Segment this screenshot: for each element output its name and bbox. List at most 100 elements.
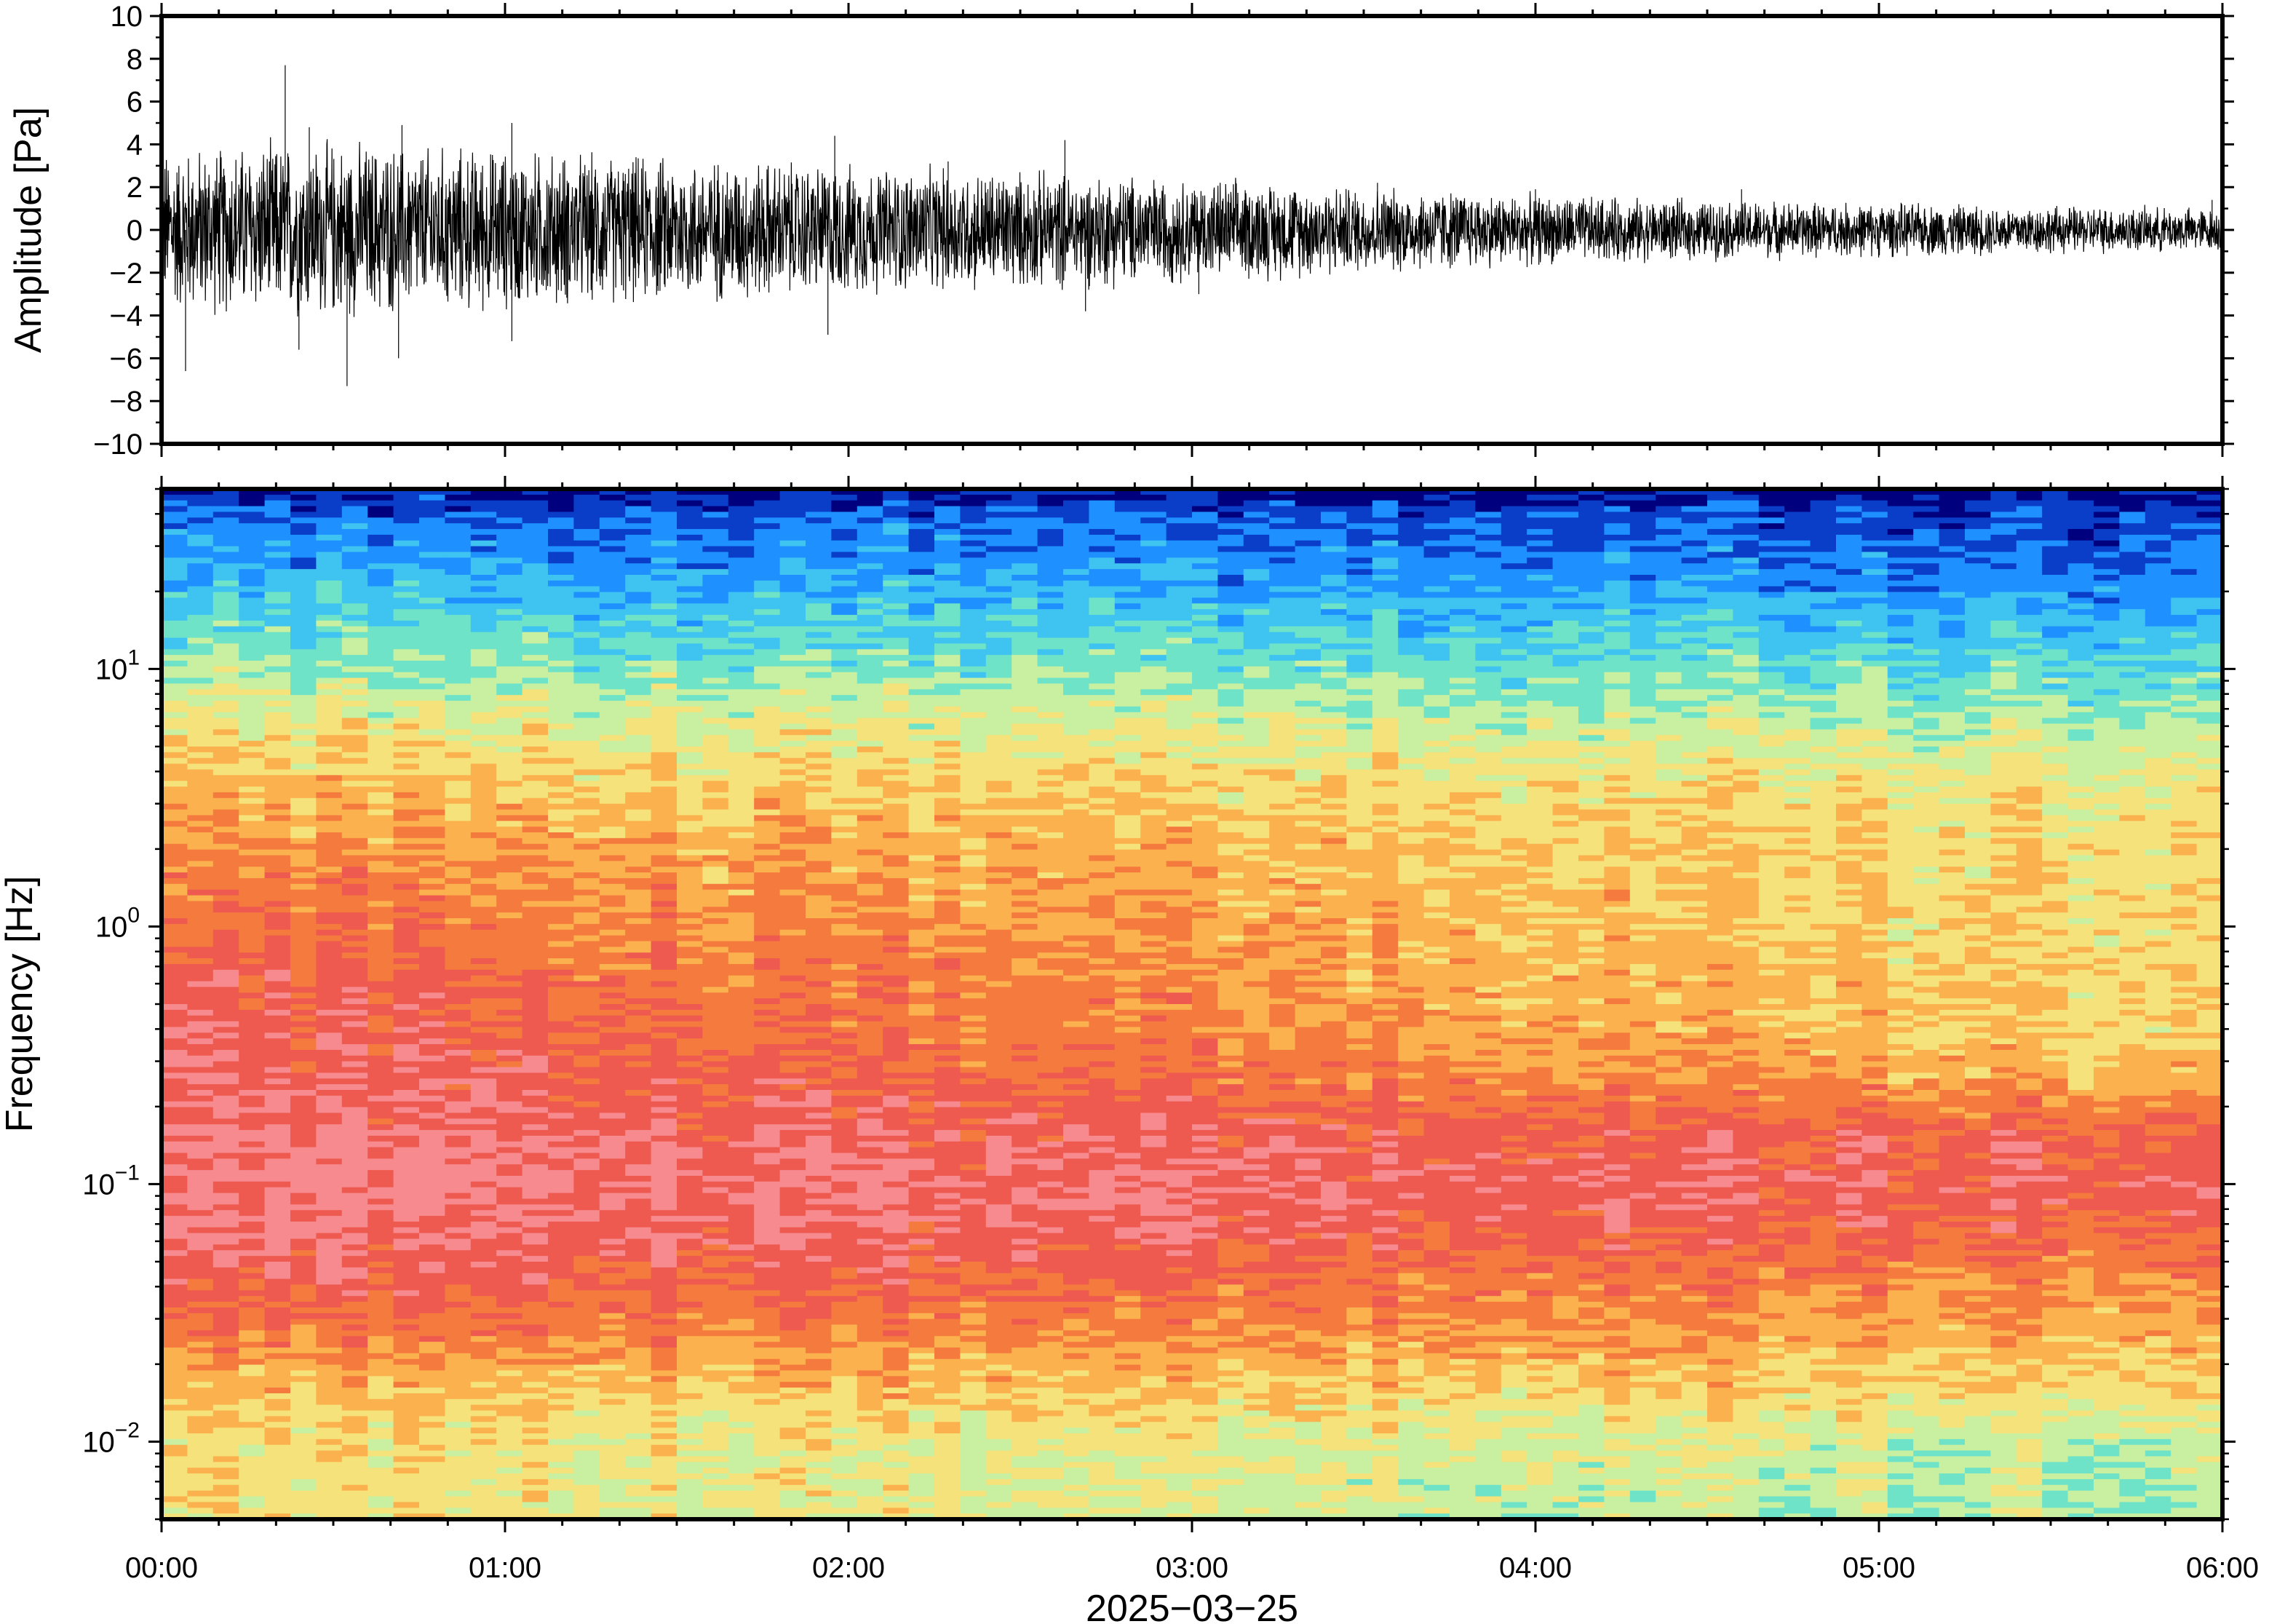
spectrogram-cell xyxy=(419,1107,445,1114)
spectrogram-cell xyxy=(162,597,188,604)
spectrogram-cell xyxy=(728,912,755,919)
spectrogram-cell xyxy=(831,1330,858,1337)
spectrogram-cell xyxy=(754,1376,781,1382)
spectrogram-cell xyxy=(341,747,368,753)
spectrogram-cell xyxy=(341,918,368,925)
spectrogram-cell xyxy=(341,998,368,1005)
spectrogram-cell xyxy=(625,763,652,771)
spectrogram-cell xyxy=(264,1221,291,1228)
spectrogram-cell xyxy=(522,1428,549,1434)
spectrogram-cell xyxy=(625,827,652,833)
spectrogram-cell xyxy=(806,1502,832,1508)
spectrogram-cell xyxy=(187,958,214,965)
spectrogram-cell xyxy=(779,867,806,873)
spectrogram-cell xyxy=(496,969,523,976)
spectrogram-cell xyxy=(573,677,600,685)
spectrogram-cell xyxy=(702,1147,729,1154)
spectrogram-cell xyxy=(212,837,239,845)
spectrogram-cell xyxy=(779,1004,806,1011)
spectrogram-cell xyxy=(754,666,781,673)
spectrogram-cell xyxy=(754,1302,781,1308)
spectrogram-cell xyxy=(625,792,652,799)
spectrogram-cell xyxy=(702,1496,729,1502)
spectrogram-cell xyxy=(625,821,652,827)
spectrogram-cell xyxy=(779,1428,806,1434)
spectrogram-cell xyxy=(651,563,677,570)
spectrogram-cell xyxy=(754,803,781,811)
spectrogram-cell xyxy=(187,529,214,536)
spectrogram-cell xyxy=(702,832,729,839)
spectrogram-cell xyxy=(162,1072,188,1079)
spectrogram-cell xyxy=(754,1072,781,1079)
spectrogram-cell xyxy=(522,557,549,564)
spectrogram-cell xyxy=(239,1078,266,1085)
spectrogram-cell xyxy=(367,1101,394,1108)
spectrogram-cell xyxy=(316,1193,343,1200)
spectrogram-cell xyxy=(419,489,445,495)
spectrogram-cell xyxy=(239,832,266,839)
spectrogram-cell xyxy=(651,923,677,931)
spectrogram-cell xyxy=(316,512,343,518)
spectrogram-cell xyxy=(316,1090,343,1096)
spectrogram-cell xyxy=(470,1502,497,1508)
spectrogram-cell xyxy=(806,1496,832,1502)
spectrogram-cell xyxy=(599,637,626,644)
spectrogram-cell xyxy=(548,1438,574,1446)
spectrogram-cell xyxy=(316,1187,343,1194)
spectrogram-cell xyxy=(341,506,368,513)
spectrogram-cell xyxy=(548,1256,574,1262)
spectrogram-cell xyxy=(470,747,497,753)
spectrogram-cell xyxy=(445,1147,472,1154)
spectrogram-cell xyxy=(728,895,755,901)
spectrogram-cell xyxy=(677,706,703,713)
spectrogram-cell xyxy=(419,1170,445,1177)
spectrogram-cell xyxy=(625,1353,652,1360)
spectrogram-cell xyxy=(187,918,214,925)
spectrogram-cell xyxy=(496,529,523,536)
spectrogram-cell xyxy=(779,1496,806,1502)
spectrogram-cell xyxy=(522,494,549,501)
spectrogram-cell xyxy=(316,1462,343,1468)
spectrogram-cell xyxy=(212,540,239,547)
spectrogram-cell xyxy=(599,1468,626,1474)
spectrogram-cell xyxy=(290,1416,317,1422)
spectrogram-cell xyxy=(677,998,703,1005)
spectrogram-cell xyxy=(573,843,600,851)
spectrogram-cell xyxy=(625,1456,652,1462)
spectrogram-cell xyxy=(677,1508,703,1514)
spectrogram-cell xyxy=(419,1508,445,1514)
spectrogram-cell xyxy=(651,655,677,661)
spectrogram-cell xyxy=(367,797,394,805)
spectrogram-cell xyxy=(290,695,317,701)
spectrogram-cell xyxy=(651,1444,677,1452)
spectrogram-cell xyxy=(599,1170,626,1177)
spectrogram-cell xyxy=(522,1153,549,1159)
spectrogram-cell xyxy=(599,1124,626,1131)
spectrogram-cell xyxy=(445,1404,472,1412)
spectrogram-cell xyxy=(290,632,317,639)
spectrogram-cell xyxy=(806,1090,832,1096)
spectrogram-cell xyxy=(264,827,291,833)
spectrogram-cell xyxy=(162,580,188,587)
spectrogram-cell xyxy=(264,987,291,993)
spectrogram-cell xyxy=(290,1267,317,1274)
spectrogram-cell xyxy=(264,1404,291,1412)
spectrogram-cell xyxy=(806,609,832,616)
spectrogram-cell xyxy=(419,1112,445,1119)
spectrogram-cell xyxy=(573,1187,600,1194)
spectrogram-cell xyxy=(496,1284,523,1291)
spectrogram-cell xyxy=(470,1250,497,1257)
spectrogram-cell xyxy=(625,901,652,907)
spectrogram-cell xyxy=(806,941,832,947)
spectrogram-cell xyxy=(290,1502,317,1508)
spectrogram-cell xyxy=(239,849,266,856)
spectrogram-cell xyxy=(187,597,214,604)
spectrogram-cell xyxy=(187,929,214,936)
spectrogram-cell xyxy=(651,998,677,1005)
spectrogram-cell xyxy=(702,620,729,627)
spectrogram-cell xyxy=(677,1336,703,1342)
spectrogram-cell xyxy=(754,1090,781,1096)
spectrogram-cell xyxy=(651,969,677,976)
spectrogram-cell xyxy=(393,1038,420,1045)
spectrogram-cell xyxy=(470,1296,497,1302)
